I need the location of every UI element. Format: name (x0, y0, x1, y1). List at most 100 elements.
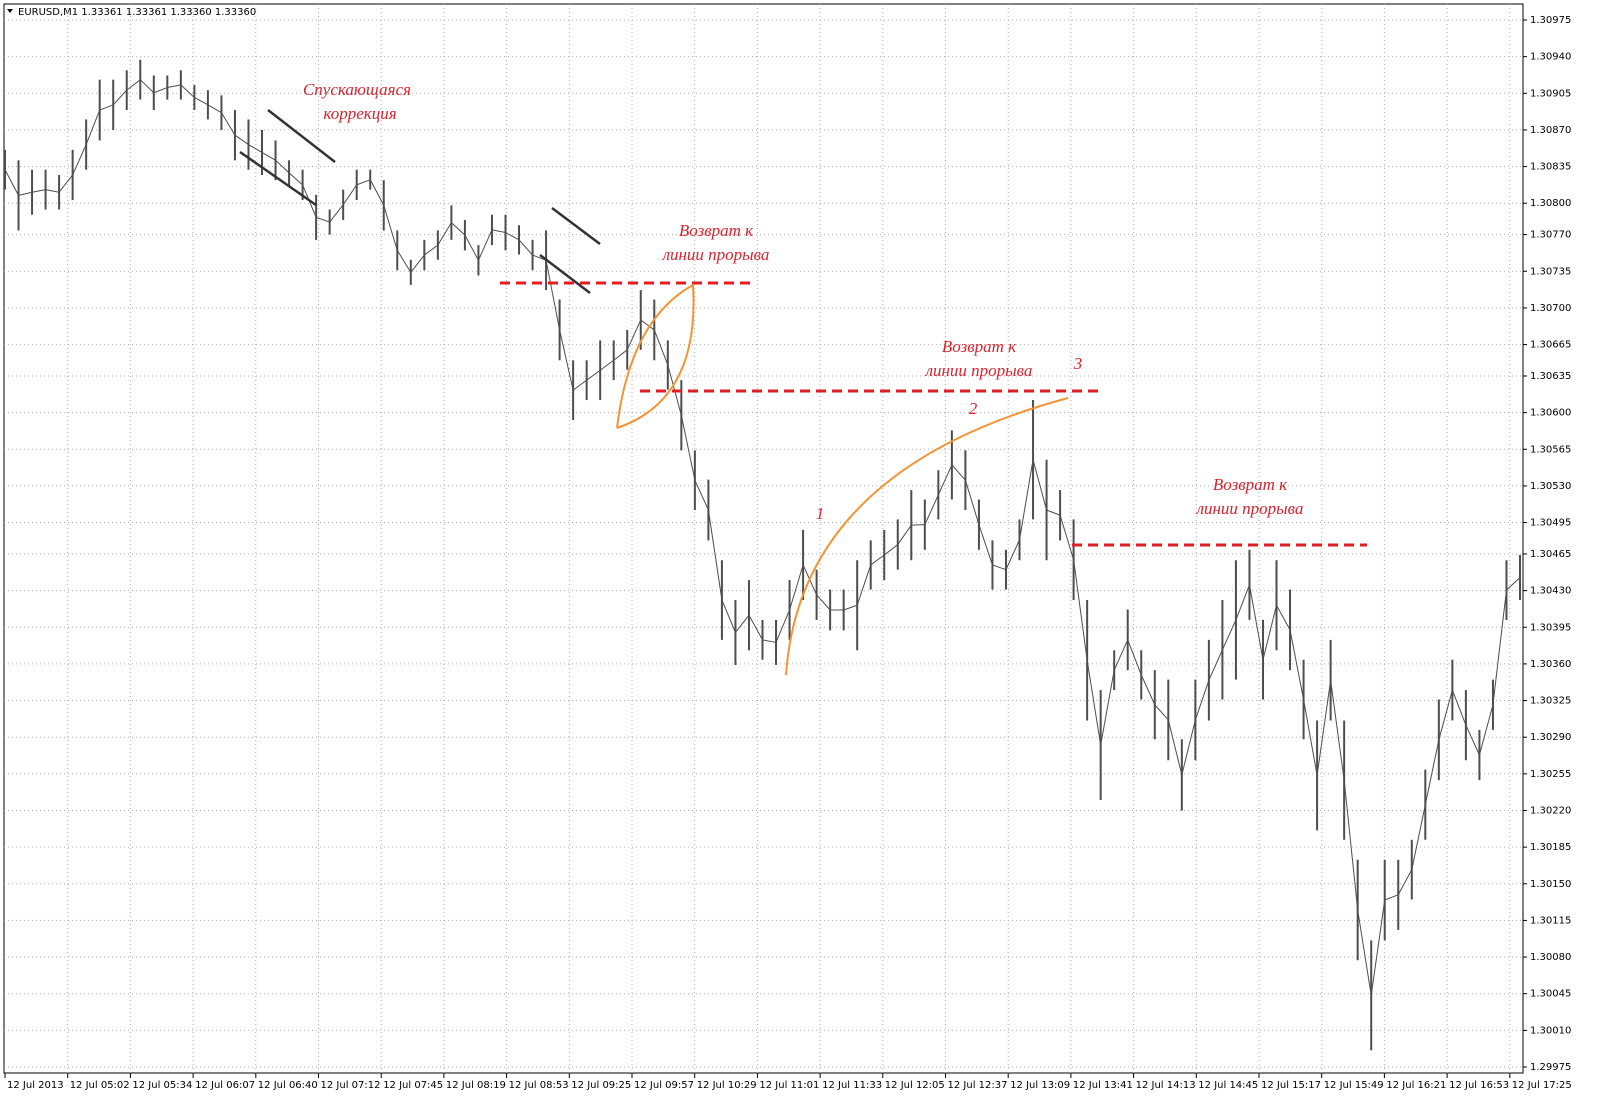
price-link (586, 369, 601, 381)
price-link (572, 379, 587, 391)
price-link (139, 79, 155, 94)
price-link (477, 229, 493, 261)
y-tick-label: 1.30255 (1530, 769, 1571, 780)
price-link (1127, 639, 1142, 676)
price-link (1465, 724, 1480, 756)
price-link (424, 244, 439, 256)
y-tick-label: 1.30150 (1530, 879, 1571, 890)
price-link (1478, 704, 1494, 756)
y-tick-label: 1.30360 (1530, 659, 1571, 670)
y-tick-label: 1.30395 (1530, 622, 1571, 633)
price-link (396, 250, 412, 273)
price-link (545, 260, 561, 331)
y-tick-label: 1.30770 (1530, 230, 1571, 241)
annotation: коррекция (323, 104, 396, 123)
price-link (897, 524, 912, 545)
price-link (626, 319, 642, 351)
x-tick-label: 12 Jul 10:29 (697, 1080, 757, 1091)
price-link (72, 144, 87, 176)
price-link (518, 239, 533, 256)
y-tick-label: 1.30080 (1530, 952, 1571, 963)
price-link (1194, 679, 1210, 721)
y-tick-label: 1.30735 (1530, 266, 1571, 277)
y-tick-label: 1.30940 (1530, 52, 1571, 63)
price-link (275, 159, 290, 174)
price-link (694, 479, 709, 511)
price-link (1019, 459, 1034, 540)
y-tick-label: 1.30430 (1530, 586, 1571, 597)
x-tick-label: 12 Jul 07:45 (383, 1080, 443, 1091)
price-link (816, 594, 831, 611)
channel-line (539, 254, 591, 294)
price-link (680, 415, 696, 481)
annotation: Возврат к (942, 337, 1017, 356)
price-link (1086, 660, 1102, 746)
x-tick-label: 12 Jul 14:45 (1198, 1080, 1258, 1091)
price-link (1506, 577, 1521, 591)
price-link (234, 134, 249, 146)
price-link (261, 152, 276, 161)
x-tick-label: 12 Jul 12:05 (885, 1080, 945, 1091)
pullback-curve (785, 397, 1069, 676)
price-link (1343, 780, 1359, 911)
price-link (1289, 629, 1305, 700)
channel-line (551, 207, 601, 245)
y-tick-label: 1.30905 (1530, 88, 1571, 99)
price-link (85, 109, 101, 145)
price-link (99, 104, 114, 111)
pullback-curve (616, 283, 695, 429)
price-link (1154, 704, 1169, 721)
price-link (1005, 539, 1020, 570)
x-tick-label: 12 Jul 13:09 (1010, 1080, 1070, 1091)
price-link (491, 229, 506, 234)
channel-line (267, 109, 336, 163)
price-link (153, 87, 168, 94)
annotation: 2 (969, 399, 978, 418)
price-link (180, 84, 195, 98)
price-link (4, 169, 19, 196)
x-tick-label: 12 Jul 05:34 (132, 1080, 192, 1091)
price-link (1303, 699, 1318, 776)
price-link (315, 216, 330, 223)
drawings (239, 109, 1367, 676)
y-tick-label: 1.30115 (1530, 915, 1571, 926)
x-tick-label: 12 Jul 06:07 (195, 1080, 255, 1091)
price-link (31, 189, 46, 193)
price-link (856, 564, 872, 606)
price-link (1330, 680, 1345, 781)
price-link (789, 564, 804, 611)
annotation: линии прорыва (925, 361, 1033, 380)
x-tick-label: 12 Jul 11:01 (759, 1080, 819, 1091)
price-link (1221, 619, 1237, 650)
price-link (1397, 869, 1413, 896)
x-tick-label: 12 Jul 09:57 (634, 1080, 694, 1091)
price-link (1167, 719, 1183, 776)
price-link (288, 172, 303, 186)
x-tick-label: 12 Jul 09:25 (571, 1080, 631, 1091)
x-tick-label: 12 Jul 05:02 (70, 1080, 130, 1091)
y-tick-label: 1.30465 (1530, 549, 1571, 560)
y-tick-label: 1.30045 (1530, 989, 1571, 1000)
price-link (992, 564, 1007, 571)
price-link (329, 204, 344, 223)
x-tick-label: 12 Jul 16:21 (1386, 1080, 1446, 1091)
annotation: 1 (816, 504, 825, 523)
x-tick-label: 12 Jul 2013 (7, 1080, 64, 1091)
price-link (1424, 739, 1440, 805)
price-link (707, 509, 723, 601)
annotation: Спускающаяся (303, 80, 411, 99)
price-link (112, 89, 128, 106)
annotation: Возврат к (679, 221, 754, 240)
price-link (1438, 689, 1453, 740)
price-link (1370, 899, 1386, 996)
x-tick-label: 12 Jul 17:25 (1512, 1080, 1572, 1091)
price-link (1411, 804, 1426, 870)
price-link (342, 184, 358, 206)
bars (4, 59, 1521, 1051)
price-link (599, 359, 615, 371)
price-link (735, 614, 750, 633)
price-link (775, 609, 791, 643)
price-link (653, 329, 669, 366)
price-link (1059, 515, 1075, 560)
